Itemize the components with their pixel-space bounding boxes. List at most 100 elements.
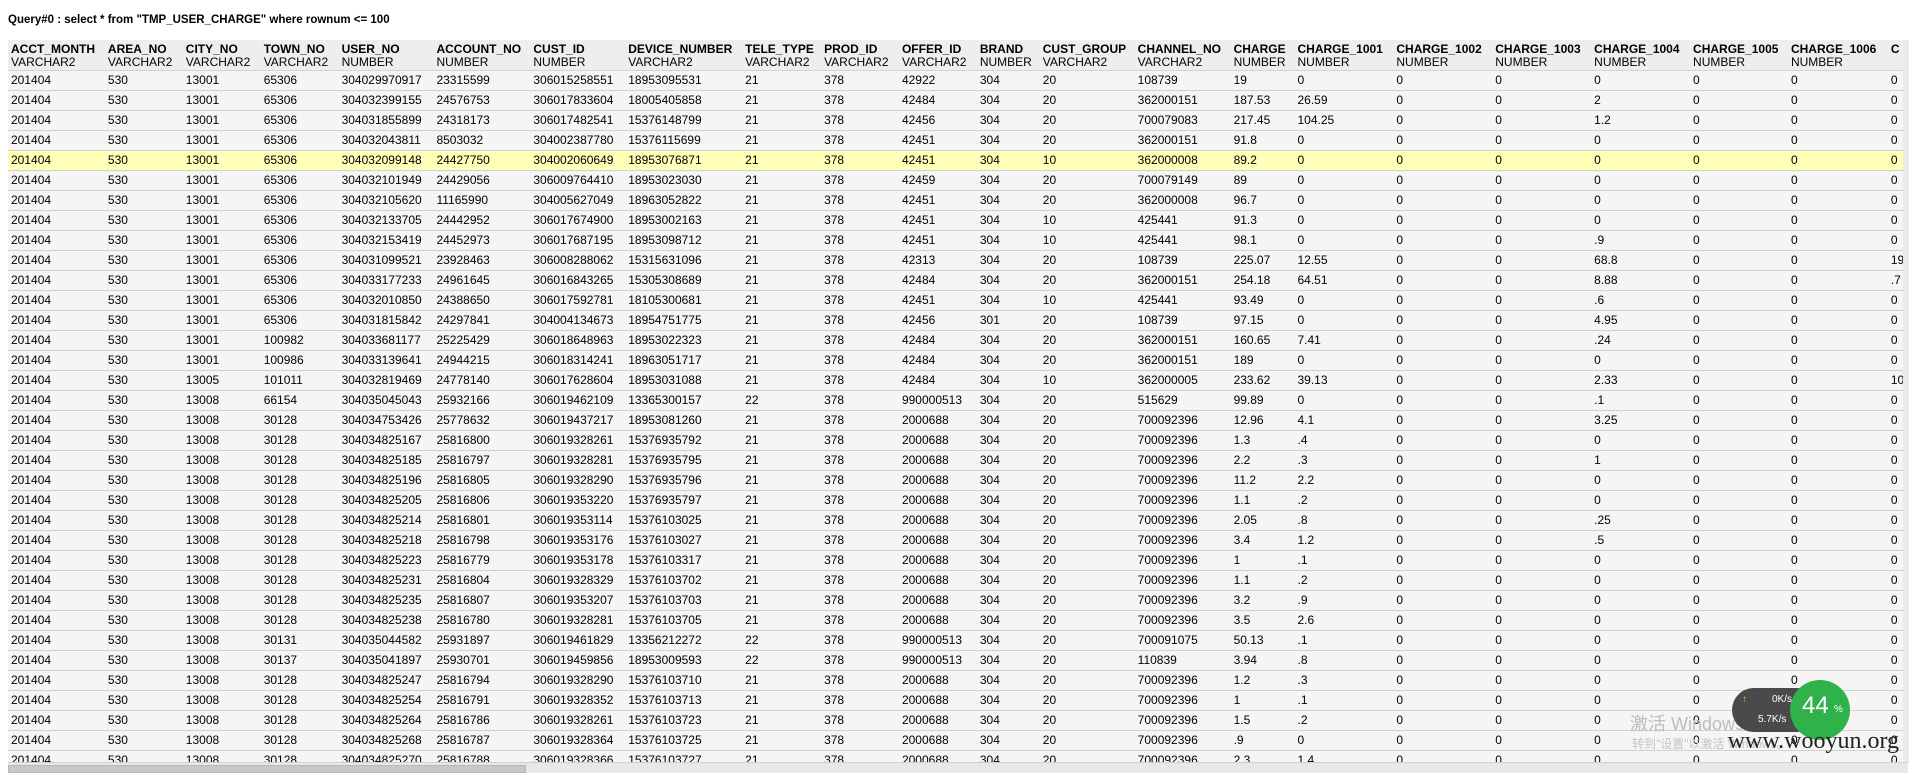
table-cell[interactable]: 0	[1690, 630, 1788, 651]
table-cell[interactable]: 700079083	[1134, 110, 1231, 131]
table-cell[interactable]: 0	[1690, 330, 1788, 351]
table-cell[interactable]: 0	[1887, 290, 1908, 311]
table-cell[interactable]: 378	[821, 210, 899, 231]
table-cell[interactable]: 21	[742, 690, 822, 711]
table-cell[interactable]: 201404	[8, 610, 105, 631]
table-cell[interactable]: 530	[104, 150, 183, 171]
table-cell[interactable]: 2000688	[898, 610, 977, 631]
table-cell[interactable]: 530	[104, 110, 183, 131]
table-cell[interactable]: 18953002163	[625, 210, 743, 231]
table-cell[interactable]: 378	[821, 450, 899, 471]
column-header[interactable]: PROD_ID VARCHAR2	[821, 40, 899, 71]
table-cell[interactable]: 42451	[898, 150, 977, 171]
table-cell[interactable]: 201404	[8, 570, 105, 591]
table-cell[interactable]: 304034825185	[338, 450, 434, 471]
table-cell[interactable]: .9	[1591, 230, 1691, 251]
table-cell[interactable]: 10	[1039, 230, 1135, 251]
table-cell[interactable]: 15376103703	[625, 590, 743, 611]
table-cell[interactable]: 304	[976, 110, 1040, 131]
table-cell[interactable]: 0	[1492, 490, 1592, 511]
table-cell[interactable]: 91.3	[1230, 210, 1295, 231]
table-row[interactable]: 201404 530 13001 100982 304033681177 25225429…	[8, 330, 1908, 351]
table-cell[interactable]: 0	[1887, 330, 1908, 351]
table-cell[interactable]: 1.4	[1294, 750, 1394, 762]
table-cell[interactable]: 306019328281	[530, 450, 626, 471]
table-row[interactable]: 201404 530 13001 65306 304033177233 24961645 3…	[8, 270, 1908, 291]
table-cell[interactable]: 30128	[260, 690, 339, 711]
table-cell[interactable]: 2000688	[898, 670, 977, 691]
table-cell[interactable]: 530	[104, 470, 183, 491]
table-cell[interactable]: 15315631096	[625, 250, 743, 271]
table-cell[interactable]: 425441	[1134, 210, 1231, 231]
table-cell[interactable]: 11165990	[433, 190, 531, 211]
table-cell[interactable]: 0	[1787, 570, 1888, 591]
table-cell[interactable]: 13001	[182, 110, 261, 131]
table-cell[interactable]: 65306	[260, 250, 339, 271]
table-cell[interactable]: 700092396	[1134, 530, 1231, 551]
table-cell[interactable]: .9	[1230, 730, 1295, 751]
table-cell[interactable]: 20	[1039, 190, 1135, 211]
table-cell[interactable]: 0	[1492, 670, 1592, 691]
table-cell[interactable]: 0	[1690, 310, 1788, 331]
table-cell[interactable]: 201404	[8, 430, 105, 451]
table-cell[interactable]: 201404	[8, 690, 105, 711]
table-cell[interactable]: 378	[821, 390, 899, 411]
table-cell[interactable]: 306016843265	[530, 270, 626, 291]
table-cell[interactable]: 306017482541	[530, 110, 626, 131]
table-cell[interactable]: 24297841	[433, 310, 531, 331]
table-cell[interactable]: 0	[1690, 610, 1788, 631]
table-cell[interactable]: 20	[1039, 70, 1135, 91]
table-cell[interactable]: 0	[1887, 430, 1908, 451]
table-cell[interactable]: 18953009593	[625, 650, 743, 671]
table-cell[interactable]: 18953023030	[625, 170, 743, 191]
table-cell[interactable]: 530	[104, 530, 183, 551]
table-row[interactable]: 201404 530 13001 65306 304029970917 23315599 3…	[8, 70, 1908, 91]
table-row[interactable]: 201404 530 13005 101011 304032819469 24778140…	[8, 370, 1908, 391]
table-cell[interactable]: 42451	[898, 290, 977, 311]
table-cell[interactable]: 13001	[182, 290, 261, 311]
table-cell[interactable]: 15376103723	[625, 710, 743, 731]
table-row[interactable]: 201404 530 13008 30128 304034825167 25816800 3…	[8, 430, 1908, 451]
table-cell[interactable]: 65306	[260, 130, 339, 151]
table-cell[interactable]: 304	[976, 710, 1040, 731]
table-cell[interactable]: 10	[1887, 370, 1908, 391]
table-cell[interactable]: 15376103725	[625, 730, 743, 751]
table-cell[interactable]: 378	[821, 550, 899, 571]
table-cell[interactable]: 201404	[8, 630, 105, 651]
table-cell[interactable]: 378	[821, 230, 899, 251]
table-cell[interactable]: 21	[742, 250, 822, 271]
table-cell[interactable]: 20	[1039, 570, 1135, 591]
table-cell[interactable]: 24778140	[433, 370, 531, 391]
table-cell[interactable]: 378	[821, 430, 899, 451]
table-cell[interactable]: 0	[1393, 350, 1493, 371]
table-cell[interactable]: 0	[1887, 510, 1908, 531]
table-cell[interactable]: 304	[976, 610, 1040, 631]
table-cell[interactable]: 0	[1690, 110, 1788, 131]
table-cell[interactable]: 13008	[182, 450, 261, 471]
table-cell[interactable]: 0	[1887, 390, 1908, 411]
table-cell[interactable]: 20	[1039, 630, 1135, 651]
table-cell[interactable]: 0	[1591, 590, 1691, 611]
table-cell[interactable]: 2.2	[1294, 470, 1394, 491]
table-cell[interactable]: 0	[1591, 170, 1691, 191]
table-cell[interactable]: 0	[1690, 70, 1788, 91]
table-cell[interactable]: 700092396	[1134, 470, 1231, 491]
table-row[interactable]: 201404 530 13001 65306 304031855899 24318173 3…	[8, 110, 1908, 131]
table-cell[interactable]: 21	[742, 550, 822, 571]
table-row[interactable]: 201404 530 13008 30128 304034825231 25816804 3…	[8, 570, 1908, 591]
table-cell[interactable]: 1.2	[1294, 530, 1394, 551]
table-cell[interactable]: 0	[1887, 350, 1908, 371]
table-cell[interactable]: 0	[1294, 350, 1394, 371]
table-cell[interactable]: 2000688	[898, 490, 977, 511]
table-cell[interactable]: 25778632	[433, 410, 531, 431]
table-cell[interactable]: 0	[1591, 710, 1691, 731]
table-cell[interactable]: 530	[104, 410, 183, 431]
table-cell[interactable]: 0	[1787, 650, 1888, 671]
table-cell[interactable]: 0	[1887, 470, 1908, 491]
table-cell[interactable]: 0	[1492, 350, 1592, 371]
table-cell[interactable]: .2	[1294, 490, 1394, 511]
table-cell[interactable]: 201404	[8, 290, 105, 311]
table-cell[interactable]: 30128	[260, 530, 339, 551]
table-cell[interactable]: 20	[1039, 470, 1135, 491]
table-cell[interactable]: 42922	[898, 70, 977, 91]
